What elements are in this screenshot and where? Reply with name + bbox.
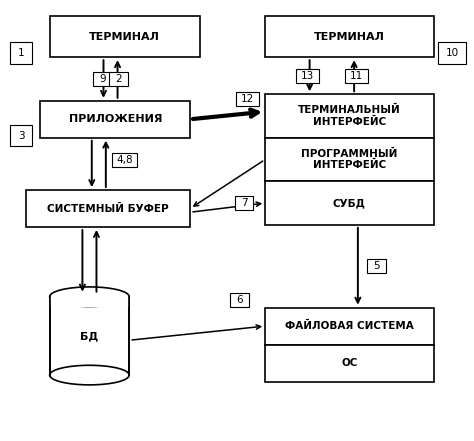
Text: 10: 10 (446, 48, 458, 58)
Text: ФАЙЛОВАЯ СИСТЕМА: ФАЙЛОВАЯ СИСТЕМА (285, 321, 414, 331)
Bar (235, 196, 254, 210)
Text: 2: 2 (115, 74, 122, 84)
Bar (296, 69, 319, 82)
Text: ПРОГРАММНЫЙ
ИНТЕРФЕЙС: ПРОГРАММНЫЙ ИНТЕРФЕЙС (301, 149, 398, 170)
Text: 13: 13 (301, 71, 314, 81)
Bar (26, 190, 190, 227)
Bar (10, 125, 32, 146)
Bar (236, 92, 258, 105)
Ellipse shape (50, 287, 129, 306)
Bar (10, 42, 32, 64)
Text: 12: 12 (241, 93, 254, 104)
Text: 7: 7 (241, 198, 247, 208)
Text: 9: 9 (99, 74, 106, 84)
Bar (50, 16, 200, 57)
Bar (265, 94, 434, 138)
Bar (109, 72, 128, 86)
Text: ТЕРМИНАЛ: ТЕРМИНАЛ (89, 31, 160, 41)
Bar (265, 307, 434, 344)
Ellipse shape (50, 365, 129, 385)
Text: ОС: ОС (341, 358, 357, 368)
Text: ПРИЛОЖЕНИЯ: ПРИЛОЖЕНИЯ (69, 114, 162, 124)
Text: 4,8: 4,8 (116, 154, 133, 164)
Bar (50, 297, 129, 306)
Text: СУБД: СУБД (333, 198, 366, 208)
Text: ТЕРМИНАЛ: ТЕРМИНАЛ (314, 31, 385, 41)
Text: 5: 5 (374, 261, 380, 271)
Bar (265, 344, 434, 381)
Bar (112, 153, 137, 167)
Text: ТЕРМИНАЛЬНЫЙ
ИНТЕРФЕЙС: ТЕРМИНАЛЬНЫЙ ИНТЕРФЕЙС (298, 105, 401, 127)
Text: БД: БД (80, 331, 99, 341)
Bar (265, 16, 434, 57)
Bar (50, 297, 129, 375)
Bar (93, 72, 112, 86)
Text: СИСТЕМНЫЙ БУФЕР: СИСТЕМНЫЙ БУФЕР (47, 203, 169, 213)
Bar (345, 69, 368, 82)
Text: 3: 3 (18, 131, 24, 141)
Text: 11: 11 (350, 71, 363, 81)
Text: 1: 1 (18, 48, 24, 58)
Bar (438, 42, 465, 64)
Text: 6: 6 (236, 295, 243, 305)
Bar (367, 259, 386, 273)
Bar (265, 181, 434, 225)
Bar (230, 293, 249, 307)
Bar (265, 138, 434, 181)
Bar (40, 101, 190, 138)
